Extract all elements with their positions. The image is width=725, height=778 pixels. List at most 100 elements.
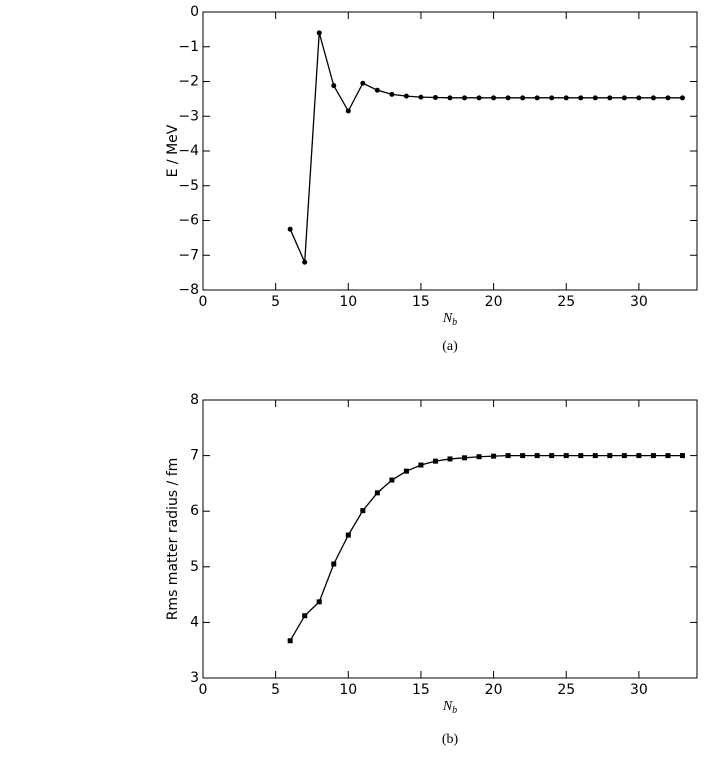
data-point [578, 453, 584, 459]
x-axis-label-main: N [442, 311, 453, 326]
data-point [650, 95, 656, 101]
y-tick-label: −5 [178, 178, 199, 194]
y-tick-label: 6 [190, 503, 199, 519]
data-point [578, 95, 584, 101]
data-point [534, 453, 540, 459]
x-axis-label-main: N [442, 699, 453, 714]
data-point [563, 453, 569, 459]
x-tick-label: 5 [271, 294, 280, 310]
data-point [432, 458, 438, 464]
x-tick-label: 5 [271, 682, 280, 698]
data-point [345, 532, 351, 538]
y-tick-label: −2 [178, 74, 199, 90]
data-point [549, 453, 555, 459]
x-axis-label-sub: b [452, 705, 457, 716]
y-tick-label: 3 [190, 670, 199, 686]
y-tick-label: 4 [190, 614, 199, 630]
y-tick-label: 5 [190, 559, 199, 575]
data-point [389, 477, 395, 483]
data-point [316, 30, 322, 36]
data-line [289, 32, 683, 263]
data-point [520, 95, 526, 101]
data-point [491, 453, 497, 459]
data-point [636, 453, 642, 459]
x-axis-label: Nb [442, 311, 457, 328]
x-tick-label: 25 [557, 682, 575, 698]
y-tick-label: −7 [178, 247, 199, 263]
data-point [418, 462, 424, 468]
x-tick-label: 0 [199, 682, 208, 698]
data-point [432, 94, 438, 100]
data-point [345, 108, 351, 114]
data-point [316, 599, 322, 605]
x-tick-label: 15 [412, 682, 430, 698]
data-point [287, 638, 293, 644]
data-point [360, 80, 366, 86]
data-point [331, 561, 337, 567]
y-tick-label: −6 [178, 213, 199, 229]
data-point [549, 95, 555, 101]
data-point [462, 95, 468, 101]
x-tick-label: 0 [199, 294, 208, 310]
data-point [403, 93, 409, 99]
data-point [563, 95, 569, 101]
x-tick-label: 10 [339, 682, 357, 698]
x-axis-label: Nb [442, 699, 457, 716]
plot-frame [202, 11, 698, 291]
data-point [650, 453, 656, 459]
data-point [621, 453, 627, 459]
y-tick-label: −3 [178, 108, 199, 124]
data-point [665, 95, 671, 101]
y-axis-label: E / MeV [165, 124, 181, 177]
data-point [476, 95, 482, 101]
y-tick-label: 7 [190, 448, 199, 464]
data-point [491, 95, 497, 101]
data-point [389, 91, 395, 97]
data-point [607, 453, 613, 459]
plot-frame [202, 399, 698, 679]
data-point [476, 454, 482, 460]
data-point [505, 95, 511, 101]
data-point [374, 490, 380, 496]
data-point [360, 508, 366, 514]
y-tick-label: 0 [190, 4, 199, 20]
data-point [462, 455, 468, 461]
x-tick-label: 30 [630, 682, 648, 698]
data-point [621, 95, 627, 101]
x-tick-label: 20 [485, 682, 503, 698]
caption: (a) [442, 339, 458, 354]
data-point [418, 94, 424, 100]
x-tick-label: 25 [557, 294, 575, 310]
data-point [447, 95, 453, 101]
data-point [592, 453, 598, 459]
y-tick-label: 8 [190, 392, 199, 408]
x-axis-label-sub: b [452, 317, 457, 328]
data-point [679, 453, 685, 459]
data-point [665, 453, 671, 459]
y-tick-label: −1 [178, 39, 199, 55]
data-point [447, 456, 453, 462]
x-tick-label: 15 [412, 294, 430, 310]
data-point [287, 226, 293, 232]
y-tick-label: −4 [178, 143, 199, 159]
caption: (b) [442, 732, 459, 747]
data-line [289, 454, 683, 642]
data-point [592, 95, 598, 101]
y-axis-label: Rms matter radius / fm [165, 458, 181, 621]
x-tick-label: 10 [339, 294, 357, 310]
data-point [403, 468, 409, 474]
data-point [520, 453, 526, 459]
data-point [534, 95, 540, 101]
data-point [302, 613, 308, 619]
data-point [331, 83, 337, 89]
data-point [679, 95, 685, 101]
data-point [505, 453, 511, 459]
x-tick-label: 20 [485, 294, 503, 310]
y-tick-label: −8 [178, 282, 199, 298]
data-point [607, 95, 613, 101]
x-tick-label: 30 [630, 294, 648, 310]
data-point [636, 95, 642, 101]
data-point [374, 87, 380, 93]
data-point [302, 259, 308, 265]
